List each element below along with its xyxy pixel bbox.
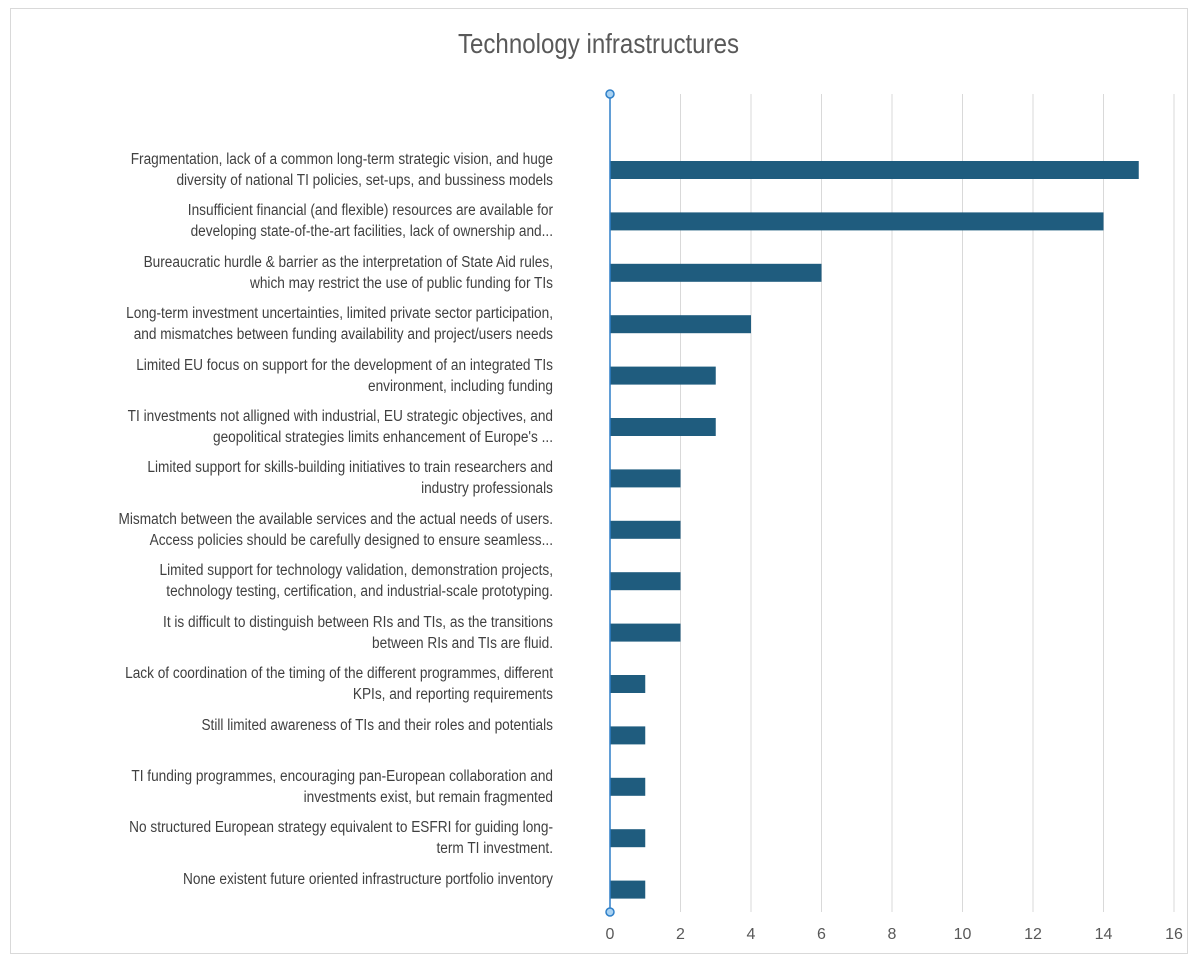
category-label-line: None existent future oriented infrastruc… bbox=[183, 871, 553, 889]
bar bbox=[610, 315, 751, 334]
category-label: Limited EU focus on support for the deve… bbox=[60, 355, 553, 397]
bar bbox=[610, 726, 646, 745]
category-label: Mismatch between the available services … bbox=[60, 509, 553, 551]
category-label: TI funding programmes, encouraging pan-E… bbox=[60, 766, 553, 808]
category-label-line: KPIs, and reporting requirements bbox=[352, 686, 553, 703]
category-label: Bureaucratic hurdle & barrier as the int… bbox=[60, 252, 553, 294]
category-label-line: industry professionals bbox=[421, 480, 553, 498]
category-label: Lack of coordination of the timing of th… bbox=[60, 663, 553, 705]
category-label-line: Access policies should be carefully desi… bbox=[149, 531, 553, 549]
x-tick-label: 14 bbox=[1094, 926, 1113, 943]
category-label-line: which may restrict the use of public fun… bbox=[249, 274, 553, 292]
category-label-line: Still limited awareness of TIs and their… bbox=[201, 716, 553, 734]
category-label: Long-term investment uncertainties, limi… bbox=[60, 303, 553, 345]
bar bbox=[610, 623, 681, 642]
category-label: Insufficient financial (and flexible) re… bbox=[60, 200, 553, 242]
bar bbox=[610, 212, 1104, 231]
category-label-line: Fragmentation, lack of a common long-ter… bbox=[130, 151, 553, 168]
bar bbox=[610, 880, 646, 899]
category-label-line: investments exist, but remain fragmented bbox=[303, 788, 553, 806]
bar bbox=[610, 675, 646, 693]
category-label-line: Limited support for skills-building init… bbox=[147, 459, 553, 477]
x-tick-label: 10 bbox=[953, 926, 972, 943]
axis-handle-bottom[interactable] bbox=[605, 907, 615, 917]
category-label: No structured European strategy equivale… bbox=[60, 817, 553, 859]
category-label: None existent future oriented infrastruc… bbox=[60, 869, 553, 890]
category-label-line: Limited support for technology validatio… bbox=[159, 562, 553, 580]
category-label: Limited support for technology validatio… bbox=[60, 560, 553, 602]
bar bbox=[610, 418, 716, 436]
chart-title: Technology infrastructures bbox=[457, 28, 740, 59]
bar bbox=[610, 161, 1139, 179]
x-tick-label: 8 bbox=[887, 926, 897, 943]
bar bbox=[610, 366, 716, 385]
category-label-line: term TI investment. bbox=[436, 840, 553, 858]
category-label-line: Lack of coordination of the timing of th… bbox=[125, 665, 553, 682]
category-label-line: No structured European strategy equivale… bbox=[129, 819, 554, 837]
bar bbox=[610, 469, 681, 488]
category-label-line: Mismatch between the available services … bbox=[118, 510, 553, 528]
category-label-line: environment, including funding bbox=[367, 377, 553, 395]
category-label: Limited support for skills-building init… bbox=[60, 457, 553, 499]
x-tick-label: 12 bbox=[1024, 926, 1042, 943]
category-label-line: geopolitical strategies limits enhanceme… bbox=[213, 429, 553, 446]
category-label: It is difficult to distinguish between R… bbox=[60, 612, 553, 654]
bar bbox=[610, 572, 681, 591]
category-label-line: It is difficult to distinguish between R… bbox=[163, 613, 553, 631]
x-tick-label: 6 bbox=[817, 926, 826, 943]
category-label-line: and mismatches between funding availabil… bbox=[133, 326, 553, 344]
category-label-line: developing state-of-the-art facilities, … bbox=[190, 223, 554, 241]
x-tick-label: 0 bbox=[605, 926, 615, 943]
category-label-line: between RIs and TIs are fluid. bbox=[372, 634, 553, 652]
bar bbox=[610, 829, 646, 848]
axis-handle-top[interactable] bbox=[605, 89, 615, 99]
category-label-line: technology testing, certification, and i… bbox=[166, 583, 553, 601]
category-label-line: Bureaucratic hurdle & barrier as the int… bbox=[143, 253, 553, 271]
x-tick-label: 2 bbox=[676, 926, 685, 943]
category-label: Fragmentation, lack of a common long-ter… bbox=[60, 149, 553, 191]
category-label-line: Limited EU focus on support for the deve… bbox=[136, 356, 553, 374]
x-tick-label: 4 bbox=[746, 926, 756, 943]
category-label-line: TI funding programmes, encouraging pan-E… bbox=[131, 767, 553, 785]
category-label-line: TI investments not alligned with industr… bbox=[127, 408, 553, 425]
category-label-line: diversity of national TI policies, set-u… bbox=[176, 172, 553, 189]
category-label: TI investments not alligned with industr… bbox=[60, 406, 553, 448]
bar bbox=[610, 520, 681, 539]
bar bbox=[610, 777, 646, 796]
x-tick-label: 16 bbox=[1165, 926, 1183, 943]
category-label: Still limited awareness of TIs and their… bbox=[60, 715, 553, 736]
bar bbox=[610, 263, 822, 282]
category-label-line: Insufficient financial (and flexible) re… bbox=[187, 202, 553, 220]
category-label-line: Long-term investment uncertainties, limi… bbox=[126, 305, 553, 323]
